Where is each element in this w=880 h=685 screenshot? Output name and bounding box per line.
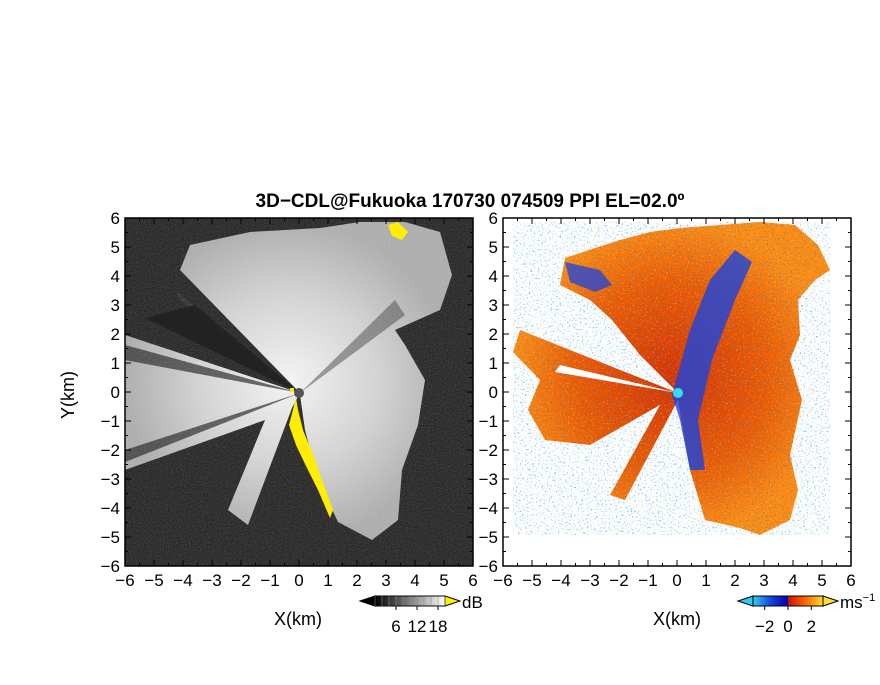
velocity-xtick-label: −5 bbox=[522, 571, 541, 590]
snr-ylabel: Y(km) bbox=[58, 371, 78, 419]
velocity-ytick-label: 2 bbox=[489, 325, 498, 344]
snr-ytick-label: 5 bbox=[111, 238, 120, 257]
chart-title: 3D−CDL@Fukuoka 170730 074509 PPI EL=02.0… bbox=[256, 191, 685, 212]
velocity-xtick-label: 6 bbox=[846, 571, 855, 590]
snr-ytick-label: −4 bbox=[101, 499, 120, 518]
snr-ytick-label: −1 bbox=[101, 412, 120, 431]
snr-ytick-label: 3 bbox=[111, 296, 120, 315]
velocity-ytick-label: −3 bbox=[479, 470, 498, 489]
velocity-radar-site bbox=[673, 388, 683, 398]
snr-high-snr-patch bbox=[388, 222, 408, 240]
velocity-xtick-label: −1 bbox=[638, 571, 657, 590]
velocity-colorbar-unit: ms−1 bbox=[840, 592, 875, 612]
snr-xtick-label: −3 bbox=[202, 571, 221, 590]
velocity-xlabel: X(km) bbox=[653, 609, 701, 629]
snr-xtick-label: 4 bbox=[410, 571, 419, 590]
snr-xtick-label: −2 bbox=[231, 571, 250, 590]
snr-colorbar-tick-label: 18 bbox=[429, 617, 448, 636]
snr-xtick-label: 2 bbox=[352, 571, 361, 590]
snr-xtick-label: 1 bbox=[323, 571, 332, 590]
velocity-ytick-label: 4 bbox=[489, 267, 498, 286]
snr-colorbar: 6 12 18 dB bbox=[358, 593, 483, 636]
snr-xlabel: X(km) bbox=[274, 609, 322, 629]
velocity-xtick-label: −4 bbox=[551, 571, 570, 590]
snr-dark-gap-nw bbox=[145, 305, 300, 393]
velocity-negative-band bbox=[672, 250, 752, 470]
velocity-ytick-label: 6 bbox=[489, 209, 498, 228]
velocity-colorbar: −2 0 2 ms−1 bbox=[736, 592, 875, 636]
velocity-xtick-label: 1 bbox=[701, 571, 710, 590]
snr-colorbar-unit: dB bbox=[462, 593, 483, 612]
velocity-xtick-label: 4 bbox=[788, 571, 797, 590]
velocity-xtick-label: 0 bbox=[672, 571, 681, 590]
snr-xtick-label: −1 bbox=[260, 571, 279, 590]
velocity-xtick-label: −3 bbox=[580, 571, 599, 590]
snr-ytick-label: 1 bbox=[111, 354, 120, 373]
snr-ytick-label: 4 bbox=[111, 267, 120, 286]
snr-xtick-label: 3 bbox=[381, 571, 390, 590]
snr-ytick-label: −2 bbox=[101, 441, 120, 460]
snr-colorbar-tick-label: 12 bbox=[408, 617, 427, 636]
velocity-colorbar-tick-label: 0 bbox=[783, 617, 792, 636]
velocity-xtick-label: −6 bbox=[493, 571, 512, 590]
velocity-xtick-label: 3 bbox=[759, 571, 768, 590]
velocity-xtick-label: 2 bbox=[730, 571, 739, 590]
velocity-ytick-label: 3 bbox=[489, 296, 498, 315]
velocity-colorbar-tick-label: 2 bbox=[807, 617, 816, 636]
velocity-xtick-label: 5 bbox=[817, 571, 826, 590]
snr-radar-site bbox=[294, 388, 304, 398]
velocity-scan-gap bbox=[555, 365, 678, 393]
velocity-ytick-label: 1 bbox=[489, 354, 498, 373]
snr-xtick-label: 0 bbox=[294, 571, 303, 590]
velocity-ytick-label: −5 bbox=[479, 528, 498, 547]
snr-ytick-label: 6 bbox=[111, 209, 120, 228]
snr-ytick-label: −3 bbox=[101, 470, 120, 489]
velocity-ytick-label: −2 bbox=[479, 441, 498, 460]
velocity-ytick-label: −4 bbox=[479, 499, 498, 518]
snr-ytick-label: 0 bbox=[111, 383, 120, 402]
snr-ytick-label: −5 bbox=[101, 528, 120, 547]
velocity-ytick-label: −6 bbox=[479, 557, 498, 576]
snr-xtick-label: 6 bbox=[468, 571, 477, 590]
snr-xtick-label: −6 bbox=[115, 571, 134, 590]
velocity-ytick-label: 5 bbox=[489, 238, 498, 257]
snr-colorbar-tick-label: 6 bbox=[391, 617, 400, 636]
snr-high-snr-band bbox=[289, 398, 333, 518]
snr-xtick-label: −4 bbox=[173, 571, 192, 590]
velocity-xtick-label: −2 bbox=[609, 571, 628, 590]
velocity-ytick-label: −1 bbox=[479, 412, 498, 431]
velocity-panel: −6 −5 −4 −3 −2 −1 0 1 2 3 4 5 6 −6 −5 −4 −3 −2 −1 0 1 2 3 4 5 6 X… bbox=[479, 209, 856, 629]
snr-ytick-label: −6 bbox=[101, 557, 120, 576]
velocity-ytick-label: 0 bbox=[489, 383, 498, 402]
velocity-axes: −6 −5 −4 −3 −2 −1 0 1 2 3 4 5 6 −6 −5 −4 −3 −2 −1 0 1 2 3 4 5 6 bbox=[479, 209, 856, 590]
snr-axes: −6 −5 −4 −3 −2 −1 0 1 2 3 4 5 6 −6 −5 −4 −3 −2 −1 0 1 2 3 4 5 6 bbox=[101, 209, 478, 590]
snr-panel: −6 −5 −4 −3 −2 −1 0 1 2 3 4 5 6 −6 −5 −4 −3 −2 −1 0 1 2 3 4 5 6 Y… bbox=[58, 209, 478, 629]
snr-ytick-label: 2 bbox=[111, 325, 120, 344]
snr-xtick-label: 5 bbox=[439, 571, 448, 590]
snr-xtick-label: −5 bbox=[144, 571, 163, 590]
velocity-colorbar-tick-label: −2 bbox=[755, 617, 774, 636]
